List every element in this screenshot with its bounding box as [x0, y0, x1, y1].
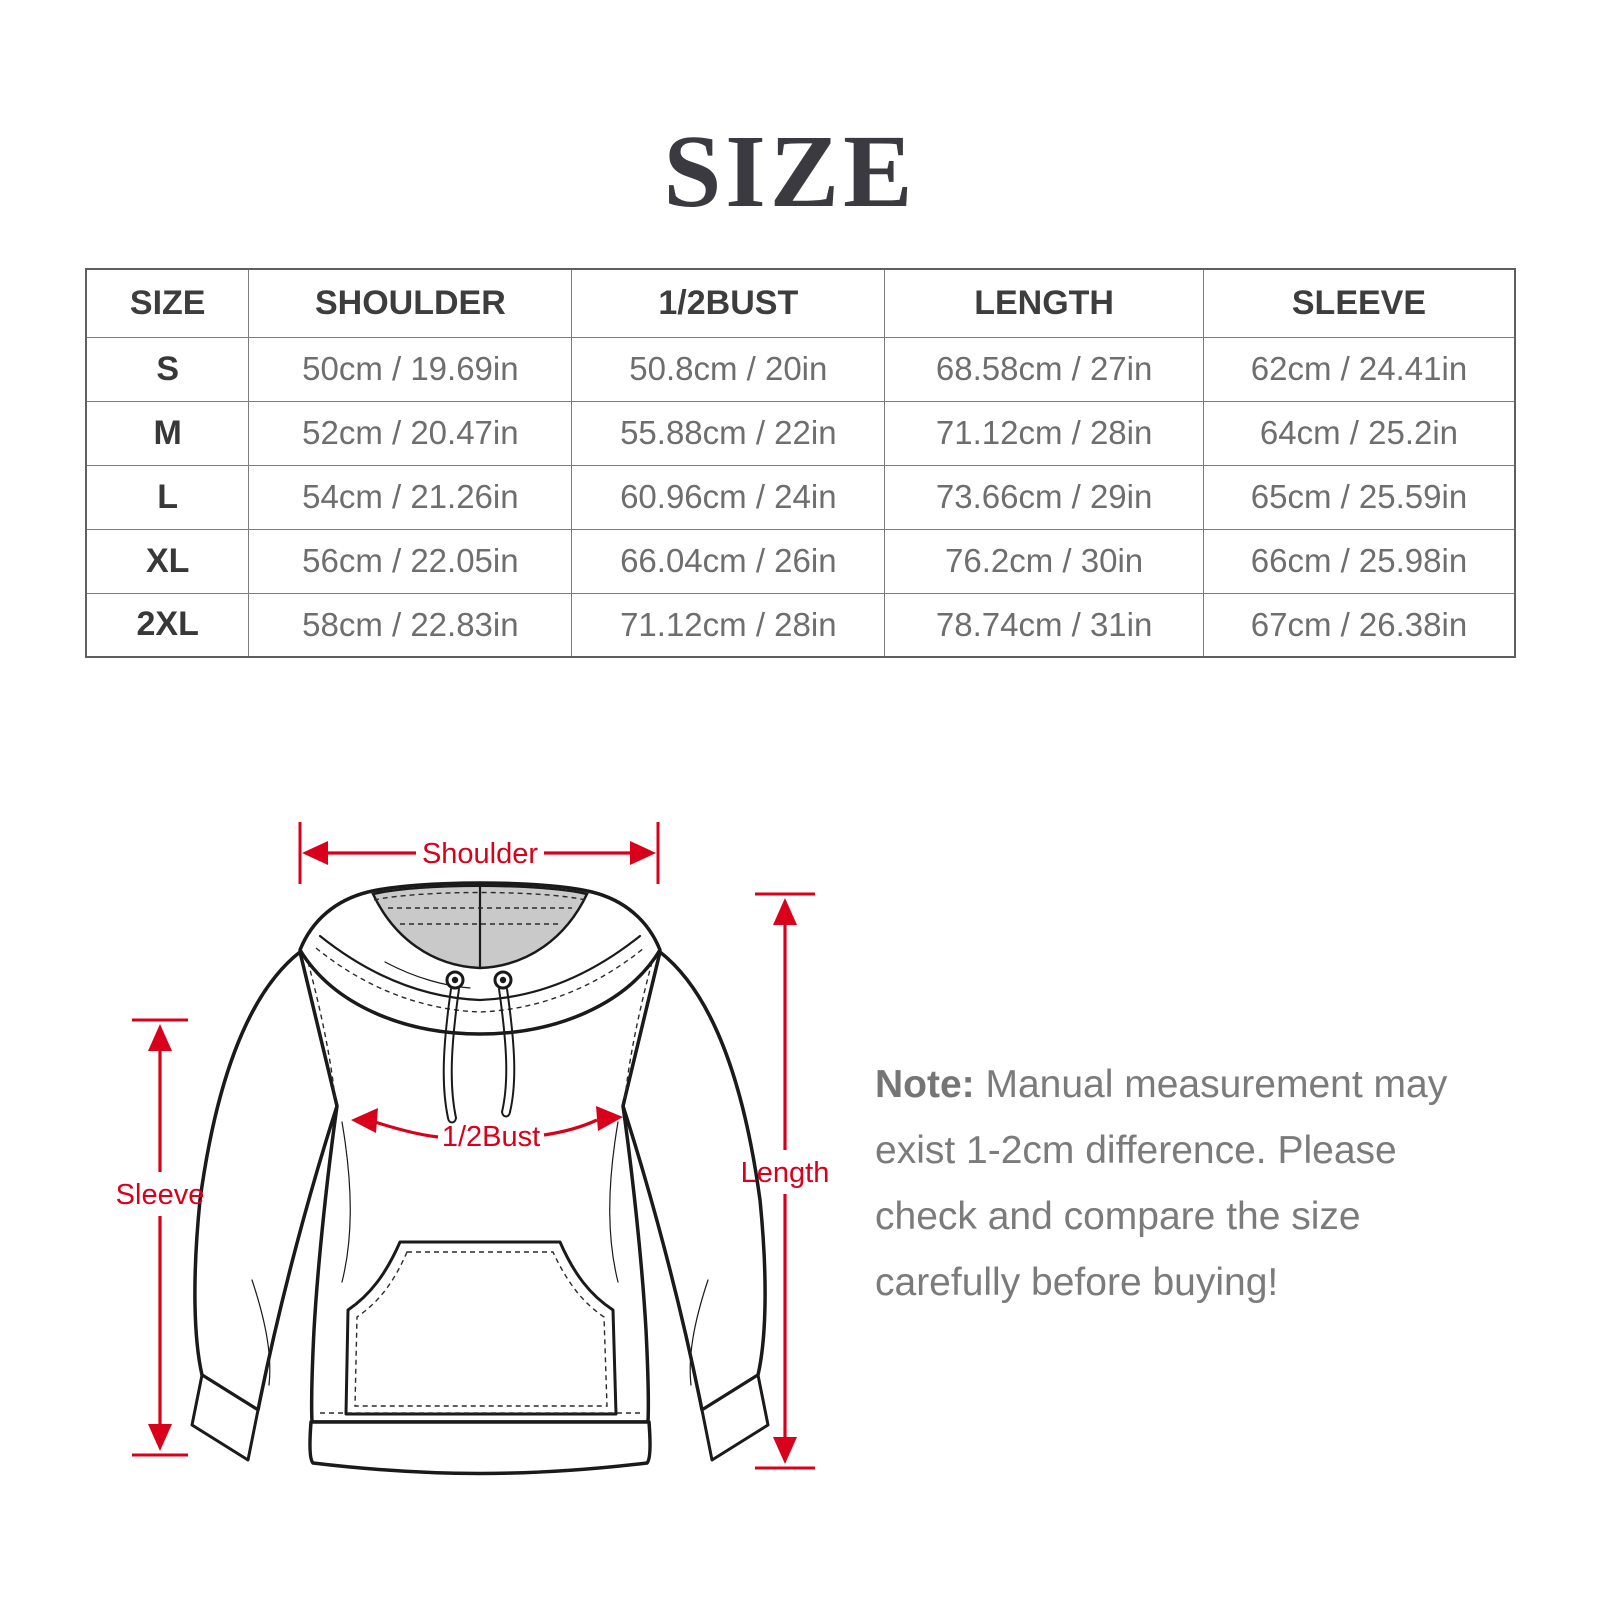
length-cell: 73.66cm / 29in [884, 464, 1204, 530]
page-title: SIZE [663, 114, 917, 229]
right-cuff [700, 1373, 770, 1462]
column-header-halfbust: 1/2BUST [571, 268, 886, 338]
half-bust-arrow-line [374, 1120, 439, 1139]
right-eyelet-hole [499, 976, 507, 984]
right-drawstring [498, 988, 508, 1113]
halfbust-cell: 66.04cm / 26in [571, 528, 886, 594]
shoulder-label: Shoulder [422, 838, 538, 870]
right-arrowhead-icon [630, 841, 656, 865]
column-header-shoulder: SHOULDER [248, 268, 573, 338]
raglan-stitch [624, 961, 653, 1099]
column-header-sleeve: SLEEVE [1202, 268, 1516, 338]
note-label: Note: [875, 1063, 975, 1106]
halfbust-cell: 55.88cm / 22in [571, 400, 886, 466]
length-cell: 78.74cm / 31in [884, 592, 1204, 658]
halfbust-cell: 71.12cm / 28in [571, 592, 886, 658]
length-dimension: Length [741, 892, 830, 1470]
size-cell: S [85, 336, 250, 402]
sleeve-cell: 65cm / 25.59in [1202, 464, 1516, 530]
halfbust-cell: 60.96cm / 24in [571, 464, 886, 530]
note-text: Note: Manual measurement may exist 1-2cm… [875, 1052, 1495, 1316]
note-line-3: check and compare the size [875, 1195, 1361, 1238]
note-line: Note: Manual measurement may [875, 1052, 1495, 1118]
half-bust-label: 1/2Bust [442, 1121, 540, 1153]
length-cell: 71.12cm / 28in [884, 400, 1204, 466]
up-arrowhead-icon [148, 1024, 172, 1051]
note-line-1: Manual measurement may [974, 1063, 1448, 1106]
column-header-length: LENGTH [884, 268, 1204, 338]
crease-line [609, 1121, 619, 1283]
sleeve-dimension: Sleeve [116, 1018, 205, 1457]
shoulder-cell: 58cm / 22.83in [248, 592, 573, 658]
size-cell: XL [85, 528, 250, 594]
table-row-xl: XL 56cm / 22.05in 66.04cm / 26in 76.2cm … [85, 528, 1516, 594]
table-row-l: L 54cm / 21.26in 60.96cm / 24in 73.66cm … [85, 464, 1516, 530]
hoodie-line-art [190, 881, 770, 1476]
collar-stitching [315, 947, 645, 1013]
hem-band [308, 1420, 652, 1476]
left-drawstring [450, 988, 460, 1119]
length-label: Length [741, 1157, 830, 1189]
size-cell: 2XL [85, 592, 250, 658]
sleeve-label: Sleeve [116, 1179, 205, 1211]
shoulder-cell: 56cm / 22.05in [248, 528, 573, 594]
left-drawstring [442, 988, 452, 1119]
table-row-m: M 52cm / 20.47in 55.88cm / 22in 71.12cm … [85, 400, 1516, 466]
right-drawstring-tip [501, 1111, 511, 1118]
half-bust-dimension: 1/2Bust [351, 1106, 623, 1153]
down-arrowhead-icon [773, 1437, 797, 1464]
sleeve-cell: 66cm / 25.98in [1202, 528, 1516, 594]
table-row-2xl: 2XL 58cm / 22.83in 71.12cm / 28in 78.74c… [85, 592, 1516, 658]
sleeve-cell: 62cm / 24.41in [1202, 336, 1516, 402]
shoulder-cell: 54cm / 21.26in [248, 464, 573, 530]
size-cell: L [85, 464, 250, 530]
left-drawstring-tip [447, 1117, 457, 1124]
pocket-stitching [354, 1251, 608, 1407]
length-cell: 76.2cm / 30in [884, 528, 1204, 594]
left-arrowhead-icon [351, 1108, 378, 1133]
down-arrowhead-icon [148, 1424, 172, 1451]
left-eyelet-hole [451, 976, 459, 984]
shoulder-cell: 52cm / 20.47in [248, 400, 573, 466]
halfbust-cell: 50.8cm / 20in [571, 336, 886, 402]
half-bust-arrow-line [543, 1118, 598, 1137]
column-header-size: SIZE [85, 268, 250, 338]
shoulder-dimension: Shoulder [298, 822, 660, 884]
sleeve-cell: 67cm / 26.38in [1202, 592, 1516, 658]
shoulder-cell: 50cm / 19.69in [248, 336, 573, 402]
size-cell: M [85, 400, 250, 466]
up-arrowhead-icon [773, 898, 797, 925]
crease-line [341, 1121, 351, 1283]
raglan-stitch [307, 961, 336, 1099]
table-row-s: S 50cm / 19.69in 50.8cm / 20in 68.58cm /… [85, 336, 1516, 402]
left-arrowhead-icon [302, 841, 328, 865]
collar-fold [318, 934, 642, 1002]
length-cell: 68.58cm / 27in [884, 336, 1204, 402]
sleeve-cell: 64cm / 25.2in [1202, 400, 1516, 466]
size-table: SIZE SHOULDER 1/2BUST LENGTH SLEEVE S 50… [85, 268, 1516, 658]
collar-fold-accent [384, 961, 471, 989]
right-drawstring [506, 988, 516, 1113]
left-cuff [190, 1373, 260, 1462]
size-table-container: SIZE SHOULDER 1/2BUST LENGTH SLEEVE S 50… [85, 268, 1516, 658]
note-line-4: carefully before buying! [875, 1261, 1279, 1304]
hoodie-measurement-diagram: Shoulder 1/2Bust Length Sleeve [116, 822, 830, 1476]
header-row: SIZE SHOULDER 1/2BUST LENGTH SLEEVE [85, 268, 1516, 338]
crease-line [251, 1279, 271, 1386]
hood-edge-stitching [373, 891, 587, 901]
note-line-2: exist 1-2cm difference. Please [875, 1129, 1397, 1172]
crease-line [689, 1279, 709, 1386]
kangaroo-pocket [344, 1240, 618, 1416]
right-arrowhead-icon [596, 1106, 623, 1131]
